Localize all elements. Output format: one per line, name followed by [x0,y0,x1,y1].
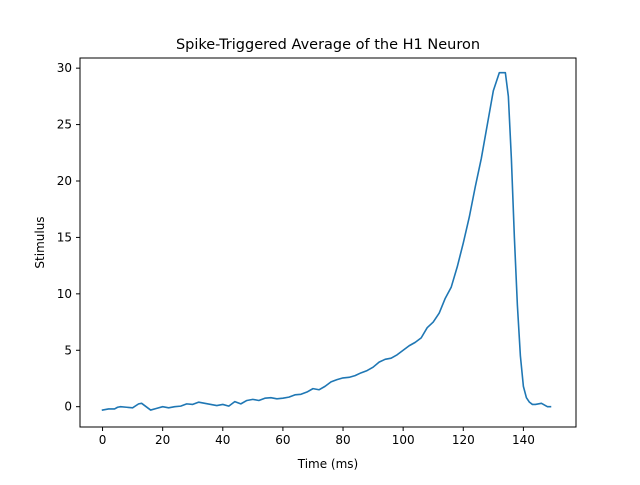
y-axis: 0 5 10 15 20 25 30 [57,61,80,414]
y-tick-label: 0 [64,400,72,414]
x-tick-label: 80 [335,433,350,447]
plot-area [101,71,552,412]
series-line [101,71,552,412]
y-tick-label: 25 [57,118,72,132]
x-tick-label: 20 [155,433,170,447]
x-tick-label: 100 [392,433,415,447]
x-tick-label: 40 [215,433,230,447]
y-tick-label: 30 [57,61,72,75]
y-tick-label: 10 [57,287,72,301]
x-tick-label: 140 [512,433,535,447]
axes-frame [79,57,577,428]
x-axis-label: Time (ms) [297,457,359,471]
x-tick-label: 120 [452,433,475,447]
x-tick-label: 60 [275,433,290,447]
chart-title: Spike-Triggered Average of the H1 Neuron [176,37,480,53]
y-tick-label: 15 [57,230,72,244]
y-tick-label: 20 [57,174,72,188]
x-tick-label: 0 [99,433,107,447]
x-axis: 0 20 40 60 80 100 120 140 [99,427,535,447]
y-axis-label: Stimulus [33,216,47,268]
y-tick-label: 5 [64,343,72,357]
